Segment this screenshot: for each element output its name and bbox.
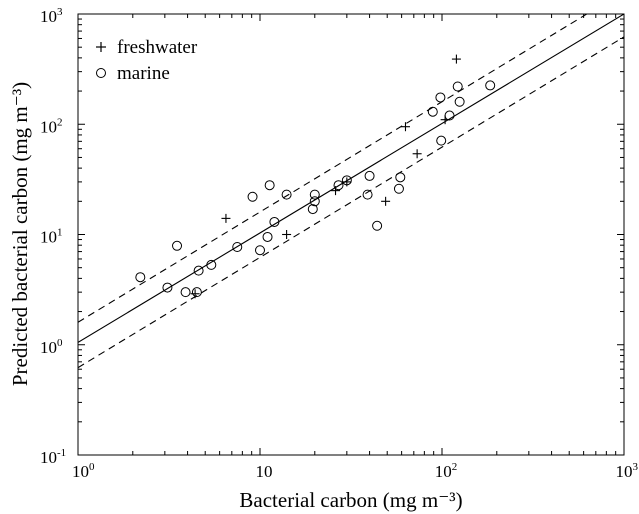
freshwater-point <box>331 186 341 196</box>
legend-item-marine: marine <box>96 63 170 84</box>
axis-ticks: 100 10 102 103 10-1 100 101 102 103 <box>40 6 639 481</box>
y-axis-title: Predicted bacterial carbon (mg m⁻³) <box>8 82 32 386</box>
freshwater-point <box>381 196 391 206</box>
marine-point <box>247 191 258 202</box>
x-tick-label: 10 <box>256 462 273 481</box>
legend-label-marine: marine <box>117 63 170 84</box>
data-points <box>135 54 496 299</box>
marine-point <box>172 240 183 251</box>
marine-point <box>232 242 243 253</box>
legend-marker-plus <box>96 42 106 52</box>
confidence-line <box>78 36 624 369</box>
marine-point <box>264 180 275 191</box>
marine-point <box>255 245 265 256</box>
freshwater-point <box>221 213 231 223</box>
marine-point <box>135 272 146 283</box>
marine-point <box>262 231 273 242</box>
marine-point <box>191 287 202 298</box>
marine-point <box>281 189 292 200</box>
x-tick-label: 100 <box>72 461 95 481</box>
marine-point <box>180 287 191 298</box>
marine-point <box>309 189 320 200</box>
marine-point <box>435 92 446 103</box>
marine-point <box>269 216 280 227</box>
y-tick-label: 101 <box>40 227 63 247</box>
marine-point <box>485 80 496 91</box>
freshwater-point <box>282 230 292 239</box>
x-tick-label: 103 <box>616 461 639 481</box>
marine-point <box>372 220 383 231</box>
legend: freshwater marine <box>96 37 198 84</box>
marine-point <box>206 259 217 270</box>
marine-point <box>444 110 455 121</box>
marine-point <box>362 189 373 200</box>
marine-point <box>393 183 404 194</box>
y-tick-label: 10-1 <box>40 447 66 467</box>
y-tick-label: 103 <box>40 6 63 26</box>
marine-point <box>193 265 204 276</box>
freshwater-point <box>451 54 461 64</box>
marine-point <box>162 282 173 293</box>
legend-marker-circle <box>96 68 106 78</box>
y-tick-label: 102 <box>40 116 63 136</box>
marine-point <box>309 196 320 207</box>
marine-point <box>454 96 465 107</box>
marine-point <box>436 135 447 146</box>
marine-point <box>333 180 344 191</box>
marine-point <box>341 175 352 186</box>
confidence-line <box>78 14 588 323</box>
legend-item-freshwater: freshwater <box>96 37 198 58</box>
freshwater-point <box>412 149 422 159</box>
marine-point <box>307 204 318 215</box>
y-tick-label: 100 <box>40 337 63 357</box>
freshwater-point <box>400 122 410 132</box>
x-tick-label: 102 <box>435 461 458 481</box>
marine-point <box>452 81 463 92</box>
x-axis-title: Bacterial carbon (mg m⁻³) <box>239 488 462 512</box>
legend-label-freshwater: freshwater <box>117 37 198 58</box>
marine-point <box>364 170 375 181</box>
marine-point <box>427 106 438 117</box>
marine-point <box>395 172 406 183</box>
